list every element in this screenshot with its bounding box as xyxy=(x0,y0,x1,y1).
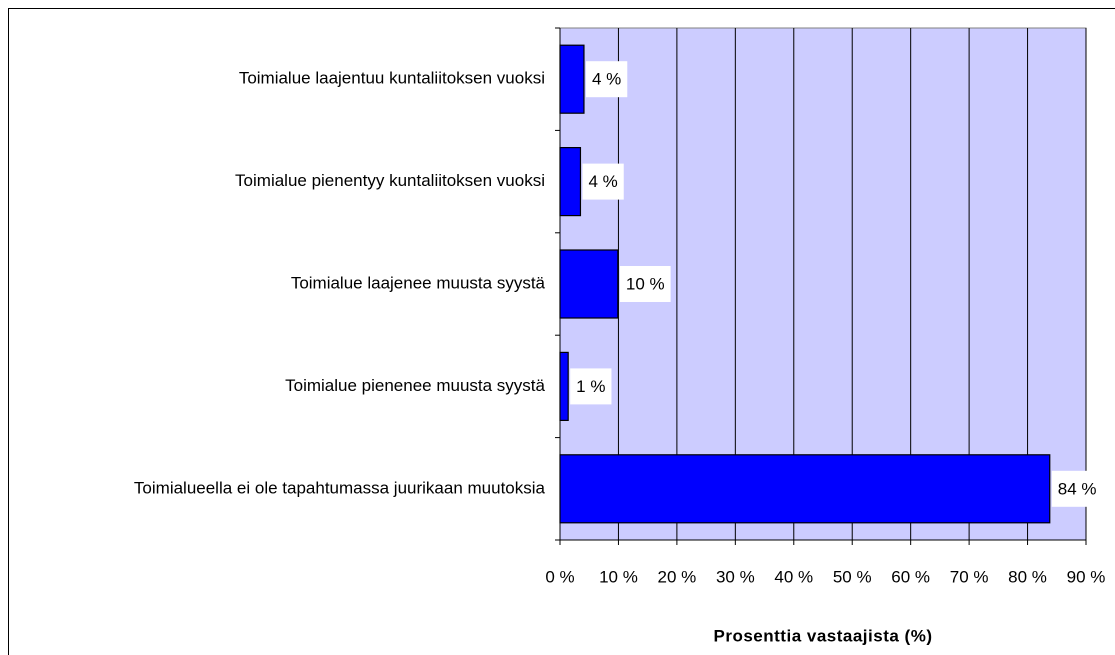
x-tick-label: 0 % xyxy=(545,567,574,586)
value-label: 4 % xyxy=(592,70,621,89)
x-tick-label: 30 % xyxy=(716,567,755,586)
x-tick-label: 50 % xyxy=(833,567,872,586)
value-label-bg xyxy=(585,61,628,98)
x-tick-label: 40 % xyxy=(774,567,813,586)
x-tick-label: 10 % xyxy=(599,567,638,586)
value-label-bg xyxy=(570,368,612,405)
y-tick-label: Toimialue pienentyy kuntaliitoksen vuoks… xyxy=(235,171,545,190)
bar xyxy=(559,454,1051,524)
y-tick-label: Toimialue pienenee muusta syystä xyxy=(285,376,545,395)
y-tick-label: Toimialueella ei ole tapahtumassa juurik… xyxy=(134,478,546,497)
bar xyxy=(559,147,582,217)
y-tick-label: Toimialue laajenee muusta syystä xyxy=(291,273,546,292)
value-label-bg xyxy=(619,266,671,302)
x-tick-label: 90 % xyxy=(1067,567,1106,586)
y-tick-label: Toimialue laajentuu kuntaliitoksen vuoks… xyxy=(239,69,545,88)
value-label: 1 % xyxy=(576,377,605,396)
x-axis-title: Prosenttia vastaajista (%) xyxy=(714,626,933,645)
value-label: 10 % xyxy=(626,274,665,293)
x-tick-label: 80 % xyxy=(1008,567,1047,586)
value-label-bg xyxy=(582,163,624,200)
bar xyxy=(559,351,569,421)
x-tick-label: 20 % xyxy=(658,567,697,586)
bar xyxy=(559,249,619,319)
x-tick-label: 60 % xyxy=(891,567,930,586)
x-tick-label: 70 % xyxy=(950,567,989,586)
value-label: 4 % xyxy=(588,172,617,191)
value-label: 84 % xyxy=(1058,479,1097,498)
value-label-bg xyxy=(1051,470,1103,507)
bar xyxy=(559,44,585,114)
